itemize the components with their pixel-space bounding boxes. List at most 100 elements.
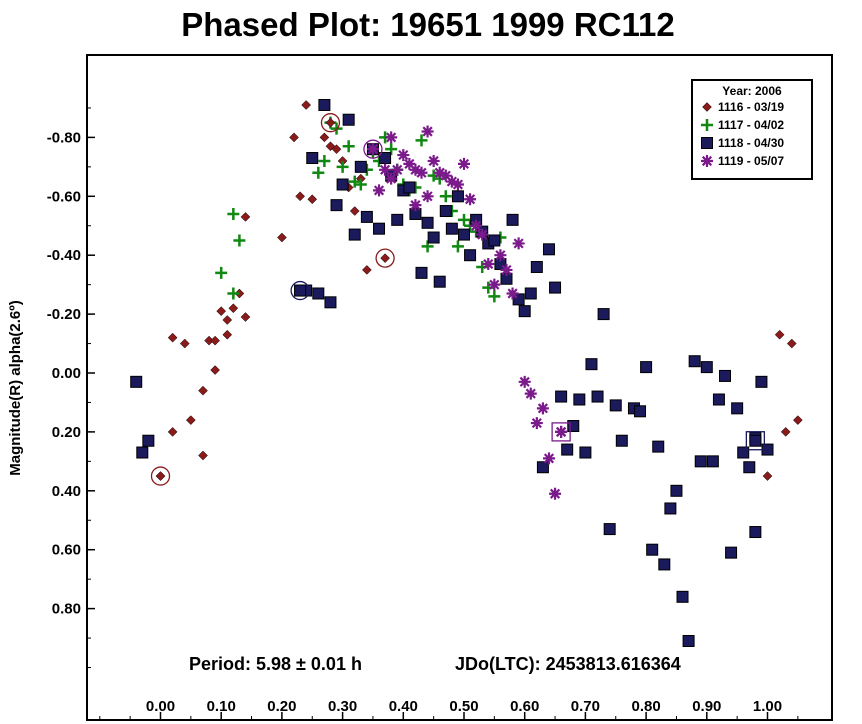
data-point-square (755, 375, 768, 388)
data-point-plus (439, 190, 452, 203)
data-point-square (712, 393, 725, 406)
data-point-asterisk (403, 157, 416, 170)
highlighted-point-square (294, 284, 307, 297)
y-tick-label: 0.20 (52, 424, 81, 441)
data-point-asterisk (373, 184, 386, 197)
legend-marker-asterisk (701, 155, 713, 167)
data-point-square (640, 361, 653, 374)
legend-box (691, 79, 813, 180)
data-point-asterisk (542, 452, 555, 465)
data-point-square (536, 461, 549, 474)
x-tick-label: 0.60 (510, 698, 539, 715)
data-point-square (336, 178, 349, 191)
data-point-square (312, 287, 325, 300)
legend-marker-square (701, 137, 713, 149)
epoch-annotation: JDo(LTC): 2453813.616364 (455, 654, 681, 674)
data-point-square (700, 361, 713, 374)
x-axis-ticks: 0.00 0.10 0.20 0.30 0.40 0.50 0.60 0.70 0.80 0.90… (99, 698, 799, 720)
data-point-square (142, 434, 155, 447)
y-tick-label: 0.40 (52, 483, 81, 500)
data-point-asterisk (524, 387, 537, 400)
data-point-square (743, 461, 756, 474)
data-point-asterisk (488, 278, 501, 291)
data-point-asterisk (464, 193, 477, 206)
data-point-square (561, 443, 574, 456)
data-point-asterisk (421, 190, 434, 203)
data-point-square (506, 213, 519, 226)
y-tick-label: 0.60 (52, 542, 81, 559)
data-point-plus (415, 134, 428, 147)
data-point-asterisk (458, 157, 470, 170)
y-axis-ticks: -0.80 -0.60 -0.40 -0.20 0.00 0.20 0.40 0.60 0.80 (47, 107, 95, 668)
data-point-square (694, 455, 707, 468)
data-point-square (130, 375, 143, 388)
highlight-circle (290, 280, 310, 301)
x-tick-label: 1.00 (753, 698, 782, 715)
data-point-asterisk (445, 175, 458, 188)
data-point-diamond (762, 471, 773, 481)
legend-entry-label: 1117 - 04/02 (718, 118, 784, 132)
data-point-plus (312, 166, 325, 179)
data-point-plus (227, 207, 240, 220)
data-point-square (646, 543, 659, 556)
x-tick-label: 0.20 (267, 698, 296, 715)
data-point-plus (488, 290, 501, 303)
data-point-diamond (216, 306, 227, 317)
data-point-square (439, 205, 452, 218)
highlight-box (551, 422, 571, 442)
data-point-asterisk (379, 163, 392, 176)
highlighted-points (150, 113, 766, 486)
data-point-diamond (349, 206, 360, 216)
data-point-asterisk (500, 263, 513, 276)
data-point-asterisk (439, 169, 452, 182)
data-point-square (634, 405, 647, 418)
data-point-asterisk (433, 166, 446, 179)
data-point-diamond (362, 265, 372, 275)
data-point-plus (385, 143, 398, 156)
data-point-plus (227, 287, 240, 300)
data-point-square (518, 305, 531, 318)
data-point-asterisk (512, 237, 525, 250)
data-point-square (136, 446, 149, 459)
data-point-square (555, 390, 568, 403)
highlighted-point-asterisk (555, 425, 568, 438)
data-point-diamond (319, 132, 330, 143)
legend-entry-label: 1116 - 03/19 (718, 100, 784, 114)
data-point-plus (215, 266, 228, 279)
data-point-square (609, 399, 622, 412)
highlighted-point-asterisk (366, 143, 379, 156)
data-point-plus (318, 154, 331, 167)
data-point-diamond (167, 427, 178, 437)
data-point-square (658, 558, 671, 571)
data-point-diamond (228, 303, 239, 314)
data-point-square (458, 228, 470, 241)
data-point-square (445, 222, 458, 235)
y-tick-label: -0.60 (47, 188, 81, 205)
data-point-diamond (277, 232, 287, 243)
data-point-square (524, 287, 537, 300)
x-tick-label: 0.70 (571, 698, 600, 715)
y-tick-label: 0.80 (52, 601, 81, 618)
data-point-asterisk (427, 154, 440, 167)
data-point-diamond (198, 385, 208, 396)
data-point-square (427, 231, 440, 244)
data-point-square (652, 440, 665, 453)
data-point-plus (354, 178, 367, 191)
data-point-asterisk (397, 149, 410, 162)
data-point-plus (348, 175, 361, 188)
data-point-square (549, 281, 562, 294)
legend-title: Year: 2006 (722, 84, 782, 98)
data-point-square (306, 152, 319, 165)
data-point-asterisk (482, 258, 495, 271)
data-point-square (664, 502, 677, 515)
legend-entry-label: 1119 - 05/07 (718, 154, 784, 168)
data-point-square (348, 228, 361, 241)
data-point-square (324, 296, 337, 309)
data-point-square (373, 222, 386, 235)
data-point-asterisk (409, 163, 422, 176)
data-point-asterisk (536, 402, 549, 415)
data-point-square (542, 243, 555, 256)
data-point-square (433, 275, 446, 288)
data-point-asterisk (385, 131, 398, 144)
